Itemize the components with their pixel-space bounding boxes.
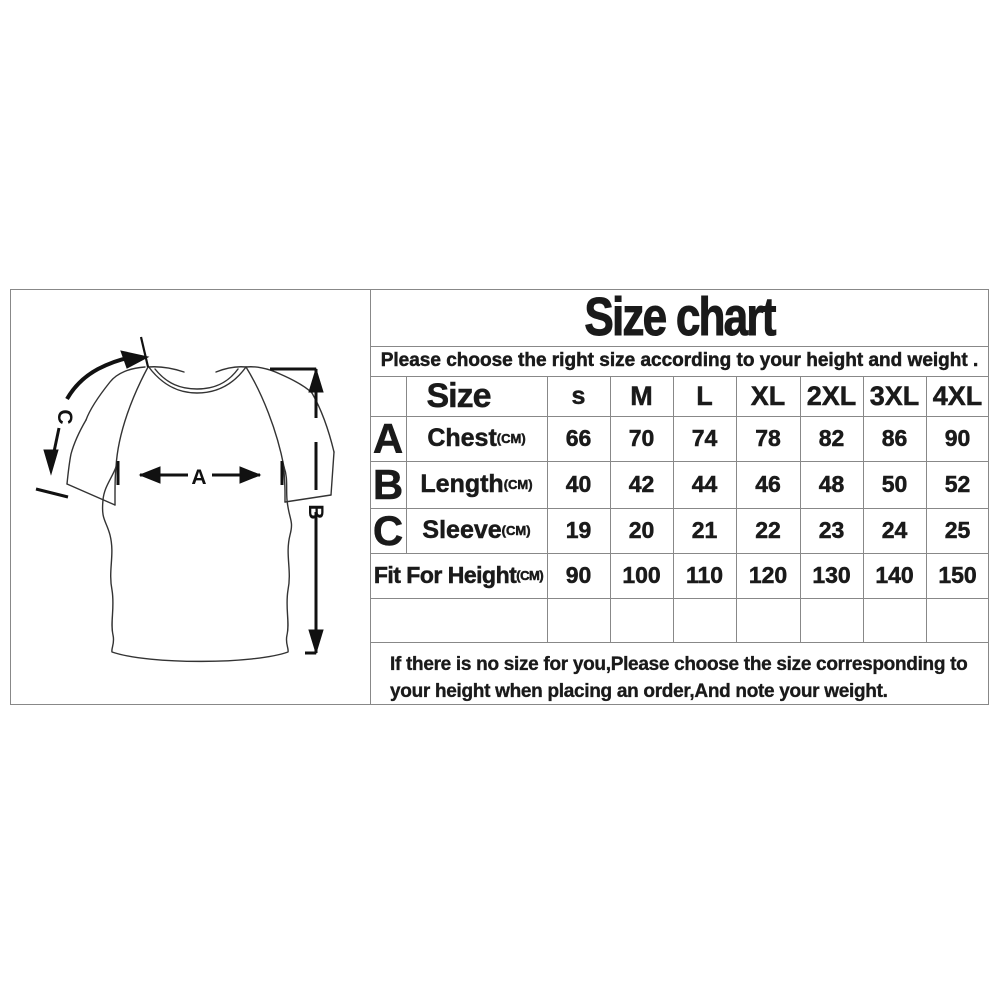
svg-text:C: C xyxy=(53,409,76,424)
svg-text:B: B xyxy=(304,504,327,519)
svg-text:A: A xyxy=(191,466,206,489)
